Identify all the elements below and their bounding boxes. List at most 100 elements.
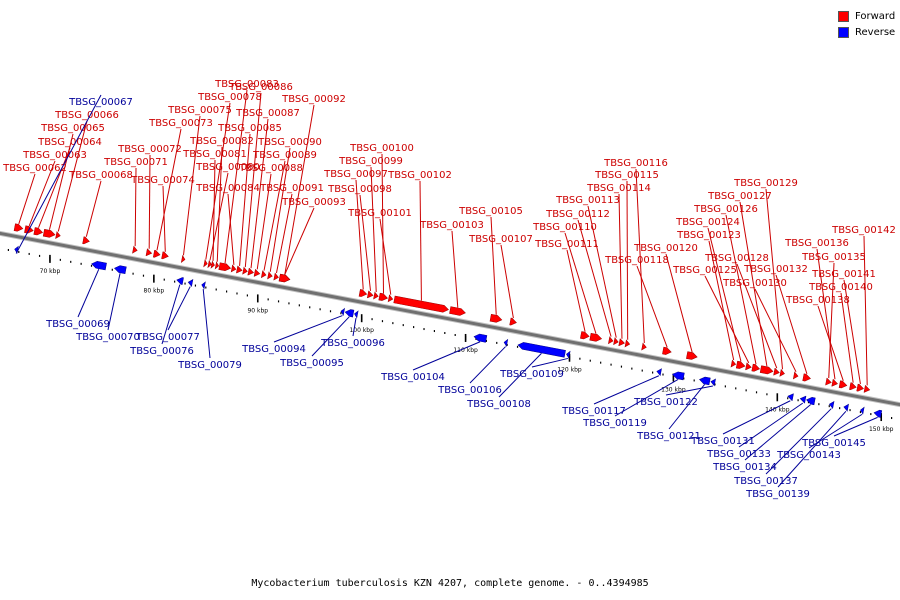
gene-arrow-TBSG_00137[interactable] xyxy=(828,401,835,409)
gene-arrow-TBSG_00070[interactable] xyxy=(114,265,127,275)
label-leader xyxy=(182,115,201,256)
gene-arrow-TBSG_00124[interactable] xyxy=(735,360,746,369)
gene-arrow-TBSG_00073[interactable] xyxy=(152,249,161,258)
gene-arrow-TBSG_00134[interactable] xyxy=(806,396,816,406)
gene-arrow-TBSG_00106[interactable] xyxy=(503,338,509,347)
gene-arrow-TBSG_00089[interactable] xyxy=(260,270,267,279)
gene-arrow-TBSG_00107[interactable] xyxy=(509,317,517,326)
gene-arrow-TBSG_00130[interactable] xyxy=(792,371,799,380)
gene-arrow-TBSG_00082[interactable] xyxy=(214,261,220,270)
gene-arrow-TBSG_00087[interactable] xyxy=(247,267,254,276)
gene-arrow-TBSG_00097[interactable] xyxy=(358,289,368,297)
gene-label-TBSG_00067: TBSG_00067 xyxy=(68,97,133,108)
gene-arrow-TBSG_00136[interactable] xyxy=(831,379,838,387)
gene-arrow-TBSG_00094[interactable] xyxy=(340,307,346,316)
label-leader xyxy=(156,128,182,251)
gene-arrow-TBSG_00074[interactable] xyxy=(161,251,169,260)
gene-arrow-TBSG_00090[interactable] xyxy=(267,271,273,280)
gene-label-TBSG_00125: TBSG_00125 xyxy=(672,265,737,276)
gene-arrow-TBSG_00145[interactable] xyxy=(873,409,883,418)
gene-arrow-TBSG_00114[interactable] xyxy=(618,338,625,347)
gene-arrow-TBSG_00142[interactable] xyxy=(863,385,871,393)
label-leader xyxy=(134,167,137,247)
gene-arrow-TBSG_00081[interactable] xyxy=(210,260,215,269)
gene-arrow-TBSG_00065[interactable] xyxy=(42,228,56,238)
gene-arrow-TBSG_00119[interactable] xyxy=(672,371,685,381)
gene-arrow-TBSG_00095[interactable] xyxy=(344,309,355,318)
gene-label-TBSG_00134: TBSG_00134 xyxy=(712,462,777,473)
gene-arrow-TBSG_00131[interactable] xyxy=(787,393,794,401)
gene-arrow-TBSG_00086[interactable] xyxy=(242,266,248,275)
gene-arrow-TBSG_00112[interactable] xyxy=(608,336,614,345)
gene-arrow-TBSG_00135[interactable] xyxy=(825,377,832,386)
gene-arrow-TBSG_00141[interactable] xyxy=(856,383,864,392)
gene-arrow-TBSG_00103[interactable] xyxy=(449,306,466,317)
gene-arrow-TBSG_00077[interactable] xyxy=(187,279,194,287)
gene-arrow-TBSG_00075[interactable] xyxy=(180,254,186,264)
gene-arrow-TBSG_00140[interactable] xyxy=(849,382,857,391)
gene-arrow-TBSG_00068[interactable] xyxy=(82,236,90,245)
legend-forward: Forward xyxy=(838,9,895,23)
gene-arrow-TBSG_00113[interactable] xyxy=(613,337,619,346)
gene-arrow-TBSG_00100[interactable] xyxy=(378,292,389,301)
gene-arrow-TBSG_00118[interactable] xyxy=(662,346,672,355)
gene-arrow-TBSG_00116[interactable] xyxy=(641,342,647,351)
gene-arrow-TBSG_00138[interactable] xyxy=(838,380,848,389)
gene-arrow-TBSG_00126[interactable] xyxy=(751,363,761,372)
gene-arrow-TBSG_00123[interactable] xyxy=(730,359,737,368)
gene-arrow-TBSG_00139[interactable] xyxy=(843,403,849,412)
gene-arrow-TBSG_00101[interactable] xyxy=(387,294,394,303)
gene-arrow-TBSG_00072[interactable] xyxy=(145,248,153,257)
gene-arrow-TBSG_00069[interactable] xyxy=(91,260,107,271)
gene-arrow-TBSG_00085[interactable] xyxy=(236,265,243,274)
gene-arrow-TBSG_00108[interactable] xyxy=(517,341,566,358)
gene-arrow-TBSG_00093[interactable] xyxy=(278,273,291,283)
gene-arrow-TBSG_00105[interactable] xyxy=(489,313,503,323)
gene-label-TBSG_00084: TBSG_00084 xyxy=(195,183,260,194)
gene-arrow-TBSG_00110[interactable] xyxy=(589,332,603,342)
tick-label: 120 kbp xyxy=(557,367,582,374)
gene-arrow-TBSG_00099[interactable] xyxy=(373,291,379,300)
gene-arrow-TBSG_00088[interactable] xyxy=(253,269,261,277)
gene-label-TBSG_00122: TBSG_00122 xyxy=(633,397,698,408)
label-leader xyxy=(593,375,660,405)
gene-arrow-TBSG_00109[interactable] xyxy=(566,350,571,359)
label-leader xyxy=(85,180,102,237)
gene-arrow-TBSG_00076[interactable] xyxy=(176,277,184,285)
gene-arrow-TBSG_00143[interactable] xyxy=(860,406,865,415)
gene-arrow-TBSG_00079[interactable] xyxy=(201,281,206,290)
gene-arrow-TBSG_00121[interactable] xyxy=(699,376,711,386)
gene-arrow-TBSG_00133[interactable] xyxy=(799,395,807,404)
gene-arrow-TBSG_00084[interactable] xyxy=(230,264,237,273)
gene-arrow-TBSG_00120[interactable] xyxy=(686,351,698,361)
gene-arrow-TBSG_00125[interactable] xyxy=(745,362,752,371)
label-leader xyxy=(754,288,797,373)
gene-arrow-TBSG_00064[interactable] xyxy=(33,227,44,236)
label-leader xyxy=(38,147,71,228)
gene-arrow-TBSG_00098[interactable] xyxy=(367,290,374,299)
gene-arrow-TBSG_00096[interactable] xyxy=(354,310,359,319)
gene-arrow-TBSG_00117[interactable] xyxy=(656,368,662,377)
label-leader xyxy=(451,230,459,308)
gene-arrow-TBSG_00062[interactable] xyxy=(13,223,24,232)
gene-arrow-TBSG_00071[interactable] xyxy=(132,245,138,254)
gene-arrow-TBSG_00078[interactable] xyxy=(203,259,208,268)
gene-label-TBSG_00098: TBSG_00098 xyxy=(327,184,392,195)
gene-arrow-TBSG_00122[interactable] xyxy=(710,378,716,387)
gene-arrow-TBSG_00102[interactable] xyxy=(393,295,449,313)
gene-arrow-TBSG_00127[interactable] xyxy=(759,365,774,375)
gene-arrow-TBSG_00080[interactable] xyxy=(207,259,212,269)
label-leader xyxy=(202,288,211,359)
gene-arrow-TBSG_00128[interactable] xyxy=(773,367,780,376)
gene-arrow-TBSG_00115[interactable] xyxy=(624,339,631,348)
gene-arrow-TBSG_00083[interactable] xyxy=(218,262,232,272)
gene-arrow-TBSG_00091[interactable] xyxy=(273,272,279,281)
gene-arrow-TBSG_00132[interactable] xyxy=(802,373,811,382)
gene-arrow-TBSG_00129[interactable] xyxy=(779,368,785,377)
gene-arrow-TBSG_00066[interactable] xyxy=(55,231,61,240)
gene-label-TBSG_00087: TBSG_00087 xyxy=(235,108,300,119)
gene-arrow-TBSG_00104[interactable] xyxy=(473,333,488,343)
gene-arrow-TBSG_00111[interactable] xyxy=(580,331,590,340)
label-leader xyxy=(212,159,216,261)
gene-arrow-TBSG_00067[interactable] xyxy=(14,245,19,254)
